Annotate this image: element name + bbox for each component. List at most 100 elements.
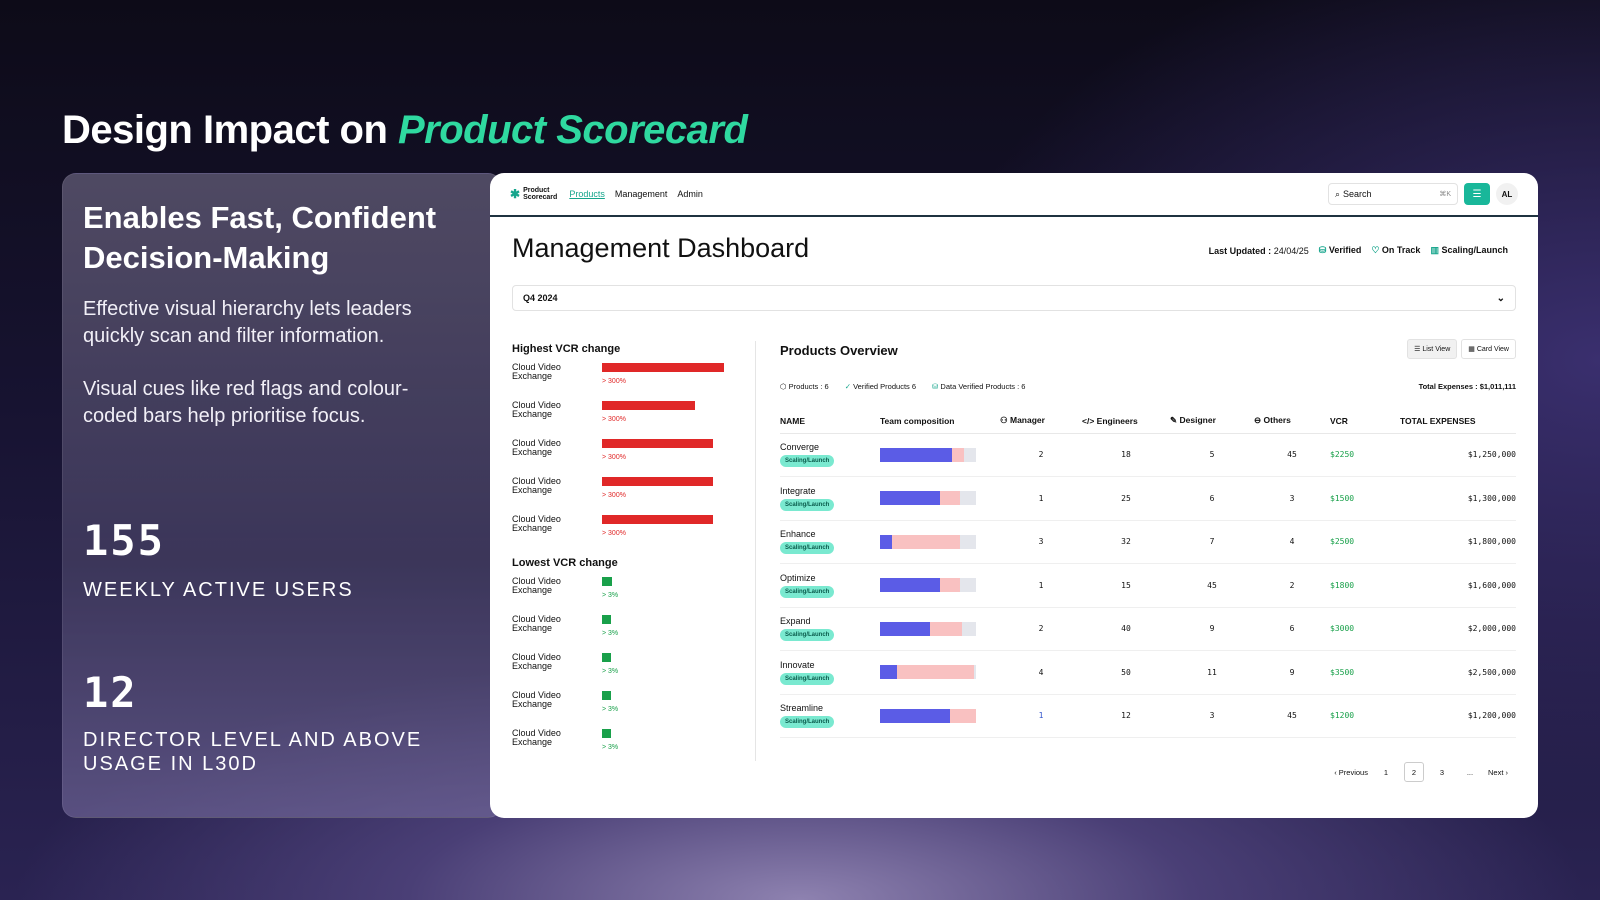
grid-icon: ▦ [1468, 346, 1475, 353]
last-updated: Last Updated : 24/04/25 [1209, 246, 1309, 256]
previous-page[interactable]: ‹ Previous [1334, 768, 1368, 777]
col-team[interactable]: Team composition [880, 409, 1000, 434]
manager-count: 1 [1000, 694, 1082, 738]
impact-text-2: Visual cues like red flags and colour-co… [83, 378, 409, 427]
team-bar-pink [940, 578, 960, 593]
app-screenshot: ✱ Product Scorecard Products Management A… [490, 173, 1538, 818]
table-row[interactable]: Expand Scaling/Launch 2 40 9 6 $3000 $2,000,000 [780, 607, 1516, 651]
stat-weekly-users-label: WEEKLY ACTIVE USERS [83, 579, 354, 601]
search-input[interactable]: ⌕ Search ⌘K [1328, 183, 1458, 205]
vcr-item-change: > 300% [602, 378, 626, 385]
product-name[interactable]: Enhance [780, 529, 816, 540]
status-badge: Scaling/Launch [780, 542, 835, 555]
page-1[interactable]: 1 [1383, 767, 1389, 777]
app-logo[interactable]: ✱ Product Scorecard [510, 187, 557, 201]
team-composition-bar [880, 491, 976, 506]
engineers-count: 32 [1082, 520, 1170, 564]
lowest-vcr-title: Lowest VCR change [512, 557, 618, 569]
table-body: Converge Scaling/Launch 2 18 5 45 $2250 $1,250,… [780, 433, 1516, 738]
table-row[interactable]: Streamline Scaling/Launch 1 12 3 45 $1200 $1,20… [780, 694, 1516, 738]
product-name[interactable]: Integrate [780, 485, 816, 496]
table-row[interactable]: Optimize Scaling/Launch 1 15 45 2 $1800 $1,600,… [780, 563, 1516, 608]
nav-products[interactable]: Products [569, 189, 605, 199]
col-others[interactable]: ⊖ Others [1254, 409, 1330, 434]
vcr-item[interactable]: Cloud Video Exchange > 3% [512, 691, 742, 729]
vcr-item-change: > 300% [602, 416, 626, 423]
team-bar-pink [952, 447, 964, 462]
logo-star-icon: ✱ [510, 186, 521, 201]
table-row[interactable]: Innovate Scaling/Launch 4 50 11 9 $3500 $2,500,… [780, 650, 1516, 695]
manager-count: 4 [1000, 650, 1082, 695]
vcr-item[interactable]: Cloud Video Exchange > 3% [512, 729, 742, 767]
team-composition-bar [880, 708, 976, 723]
vcr-item-bar [602, 477, 714, 486]
team-bar-blue [880, 447, 952, 462]
next-label: Next [1487, 767, 1504, 777]
vcr-item[interactable]: Cloud Video Exchange > 3% [512, 615, 742, 653]
team-composition-cell [880, 433, 1000, 477]
people-icon: ⚇ [1000, 415, 1008, 426]
col-designer[interactable]: ✎ Designer [1170, 409, 1254, 434]
col-vcr[interactable]: VCR [1330, 409, 1400, 434]
product-name[interactable]: Innovate [780, 659, 815, 670]
code-icon: </> [1082, 415, 1095, 426]
slide-title: Design Impact on Product Scorecard [62, 108, 748, 153]
next-page[interactable]: Next › [1488, 768, 1508, 777]
page-3[interactable]: 3 [1439, 767, 1445, 777]
col-manager[interactable]: ⚇ Manager [1000, 409, 1082, 434]
product-name-cell: Streamline Scaling/Launch [780, 694, 880, 738]
vcr-item[interactable]: Cloud Video Exchange > 3% [512, 653, 742, 691]
menu-button[interactable]: ☰ [1464, 183, 1490, 205]
vcr-item-bar [602, 729, 611, 738]
table-row[interactable]: Converge Scaling/Launch 2 18 5 45 $2250 $1,250,… [780, 433, 1516, 477]
col-name[interactable]: NAME [780, 409, 880, 434]
vcr-item[interactable]: Cloud Video Exchange > 3% [512, 577, 742, 615]
vcr-value: $1200 [1330, 694, 1400, 738]
minus-circle-icon: ⊖ [1254, 415, 1262, 426]
vcr-item-name: Cloud Video Exchange [512, 690, 561, 709]
total-expenses-value: $2,500,000 [1400, 650, 1516, 695]
products-table: NAME Team composition ⚇ Manager </> Engi… [780, 409, 1516, 738]
team-composition-bar [880, 665, 976, 680]
table-row[interactable]: Enhance Scaling/Launch 3 32 7 4 $2500 $1,800,00… [780, 520, 1516, 564]
previous-label: Previous [1338, 767, 1368, 777]
vcr-item[interactable]: Cloud Video Exchange > 300% [512, 439, 742, 477]
vcr-item[interactable]: Cloud Video Exchange > 300% [512, 477, 742, 515]
lowest-vcr-list: Cloud Video Exchange > 3% Cloud Video Exch… [512, 577, 742, 767]
status-on-track: ♡ On Track [1371, 245, 1420, 256]
period-select[interactable]: Q4 2024 ⌄ [512, 285, 1516, 311]
impact-text-1: Effective visual hierarchy lets leaders … [83, 298, 412, 347]
highest-vcr-title: Highest VCR change [512, 343, 621, 355]
product-name[interactable]: Converge [780, 442, 820, 453]
last-updated-label: Last Updated : [1208, 245, 1272, 256]
product-name[interactable]: Expand [780, 616, 811, 627]
status-row: Last Updated : 24/04/25 ⛁ Verified ♡ On … [1209, 245, 1508, 256]
list-view-button[interactable]: ☰ List View [1407, 339, 1458, 359]
table-row[interactable]: Integrate Scaling/Launch 1 25 6 3 $1500 $1,300,… [780, 476, 1516, 521]
others-count: 2 [1254, 563, 1330, 608]
card-view-button[interactable]: ▦ Card View [1461, 339, 1516, 359]
vcr-item[interactable]: Cloud Video Exchange > 300% [512, 401, 742, 439]
col-engineers[interactable]: </> Engineers [1082, 409, 1170, 434]
vcr-item-name: Cloud Video Exchange [512, 514, 561, 533]
total-expenses-value: $1,200,000 [1400, 694, 1516, 738]
vcr-item-bar [602, 363, 724, 372]
verified-count-label: Verified Products 6 [853, 382, 917, 391]
vcr-item-name: Cloud Video Exchange [512, 614, 561, 633]
nav-admin[interactable]: Admin [677, 189, 703, 199]
database-icon: ⛁ [932, 382, 939, 391]
product-name[interactable]: Streamline [780, 703, 824, 714]
designer-count: 5 [1170, 433, 1254, 477]
status-badge: Scaling/Launch [780, 498, 835, 511]
vcr-item[interactable]: Cloud Video Exchange > 300% [512, 363, 742, 401]
table-header-row: NAME Team composition ⚇ Manager </> Engi… [780, 409, 1516, 434]
others-count: 3 [1254, 476, 1330, 521]
vcr-item-name: Cloud Video Exchange [512, 362, 561, 381]
vcr-item[interactable]: Cloud Video Exchange > 300% [512, 515, 742, 553]
product-name[interactable]: Optimize [780, 572, 816, 583]
engineers-count: 18 [1082, 433, 1170, 477]
page-2[interactable]: 2 [1403, 762, 1424, 782]
col-total-expenses[interactable]: TOTAL EXPENSES [1400, 409, 1516, 434]
nav-management[interactable]: Management [614, 189, 668, 199]
avatar[interactable]: AL [1496, 183, 1518, 205]
